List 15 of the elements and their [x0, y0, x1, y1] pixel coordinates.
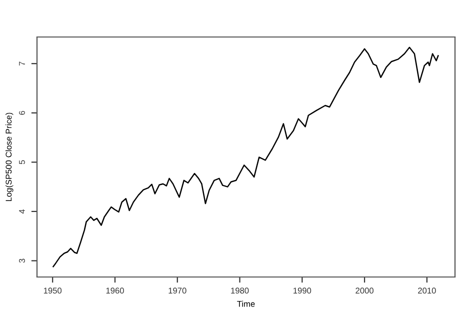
y-axis-title: Log(SP500 Close Price) [5, 112, 14, 202]
y-tick-label: 3 [19, 258, 25, 263]
line-series [52, 46, 439, 268]
x-tick-label: 1990 [294, 288, 312, 294]
y-tick-label: 5 [19, 160, 25, 164]
x-tick-label: 2010 [418, 288, 436, 294]
x-tick-label: 1970 [168, 288, 186, 294]
x-tick-label: 2000 [356, 288, 374, 294]
y-tick-label: 7 [19, 62, 25, 66]
x-tick-label: 1960 [106, 288, 124, 294]
y-tick-label: 6 [19, 110, 25, 115]
x-tick-label: 1980 [231, 288, 249, 294]
x-axis-title: Time [237, 300, 255, 307]
y-tick-label: 4 [19, 209, 25, 214]
x-tick-label: 1950 [44, 288, 62, 294]
